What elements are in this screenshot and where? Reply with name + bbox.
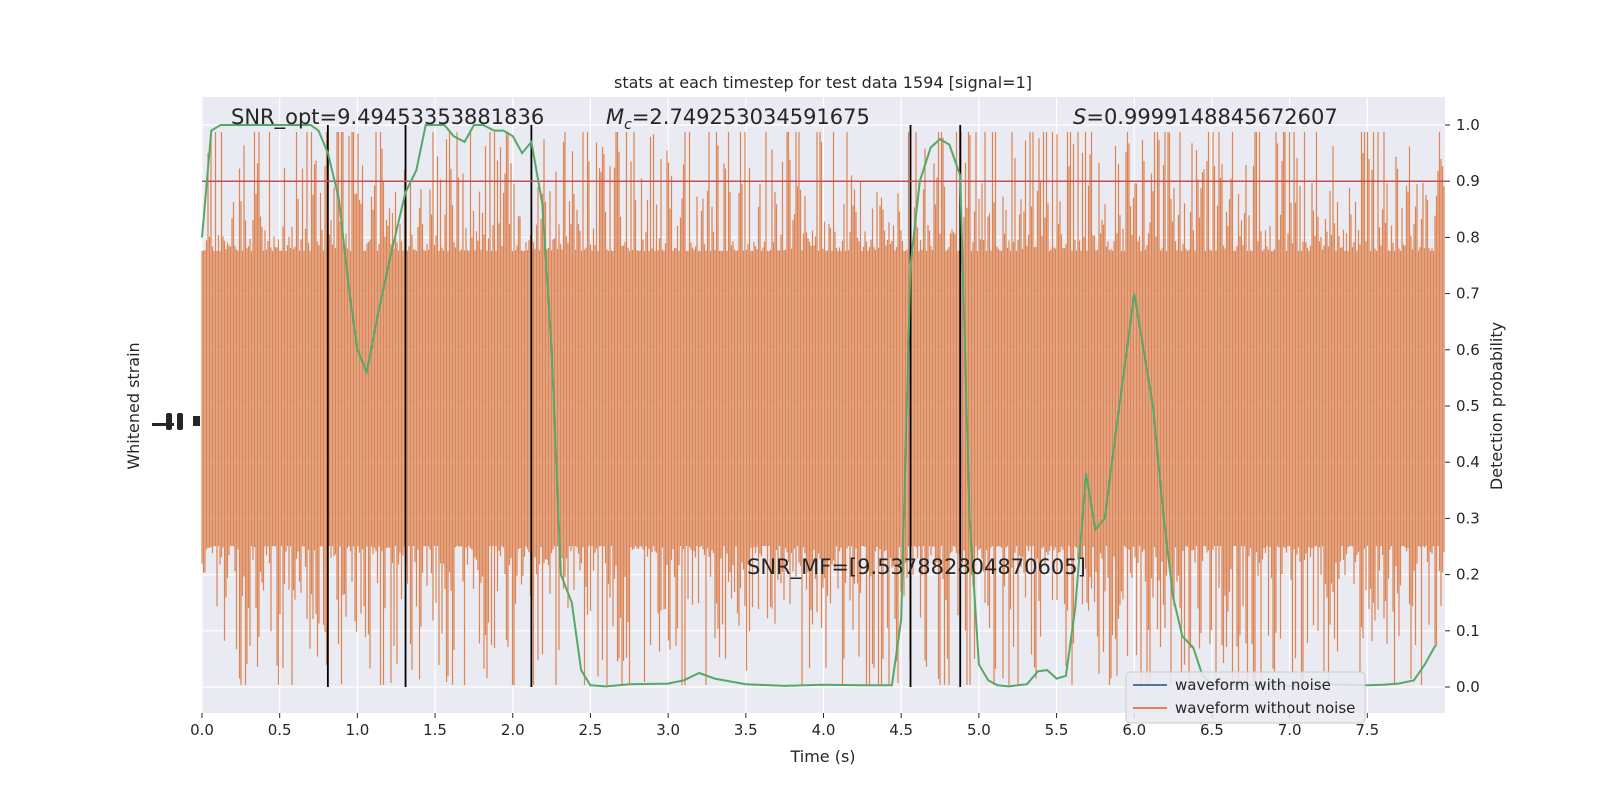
x-axis-label: Time (s) [789,747,855,766]
right-tick-label: 0.9 [1456,172,1480,190]
score-annotation: S=0.9999148845672607 [1073,105,1338,129]
x-tick-label: 4.5 [889,721,913,739]
x-tick-label: 1.5 [423,721,447,739]
x-tick-label: 5.5 [1045,721,1069,739]
x-tick-label: 3.0 [656,721,680,739]
waveform-without-noise-line [201,132,1445,685]
right-tick-label: 0.4 [1456,453,1480,471]
score-value: =0.9999148845672607 [1086,105,1337,129]
x-tick-label: 2.0 [501,721,525,739]
chirp-mass-annotation: Mc=2.749253034591675 [606,105,870,133]
x-tick-label: 5.0 [967,721,991,739]
x-tick-label: 0.0 [190,721,214,739]
right-tick-label: 0.0 [1456,678,1480,696]
x-tick-label: 6.5 [1200,721,1224,739]
detection-probability-line [201,124,1437,688]
legend-label-with-noise: waveform with noise [1175,676,1331,694]
waveform-without-noise-series [201,132,1445,685]
x-tick-label: 1.0 [345,721,369,739]
chart-title: stats at each timestep for test data 159… [614,73,1032,92]
snr-mf-annotation: SNR_MF=[9.537882804870605] [747,555,1086,580]
x-axis-ticks: 0.0 0.5 1.0 1.5 2.0 2.5 3.0 3.5 4.0 4.5 5.0 5.5 6.0 6… [190,713,1379,739]
x-tick-label: 0.5 [268,721,292,739]
score-symbol: S [1073,105,1086,129]
right-axis-ticks: 0.0 0.1 0.2 0.3 0.4 0.5 0.6 0.7 0.8 0.9 1.0 [1445,116,1480,696]
snr-opt-annotation: SNR_opt=9.49453353881836 [231,105,544,130]
x-tick-label: 2.5 [579,721,603,739]
chirp-mass-value: =2.749253034591675 [632,105,870,129]
right-tick-label: 0.6 [1456,341,1480,359]
legend: waveform with noise waveform without noi… [1125,671,1366,724]
right-tick-label: 0.2 [1456,566,1480,584]
chirp-mass-symbol: M [606,105,624,129]
right-tick-label: 0.8 [1456,228,1480,246]
right-tick-label: 0.1 [1456,622,1480,640]
left-y-axis-label: Whitened strain [124,342,143,469]
vertical-marker-layer [326,125,962,687]
chirp-mass-subscript: c [624,117,632,133]
right-tick-label: 1.0 [1456,116,1480,134]
x-tick-label: 7.0 [1278,721,1302,739]
legend-box [1125,671,1366,724]
right-tick-label: 0.3 [1456,509,1480,527]
detection-probability-series [201,124,1437,688]
x-tick-label: 6.0 [1122,721,1146,739]
x-tick-label: 4.0 [812,721,836,739]
x-tick-label: 3.5 [734,721,758,739]
right-tick-label: 0.5 [1456,397,1480,415]
legend-label-without-noise: waveform without noise [1175,699,1355,717]
x-tick-label: 7.5 [1355,721,1379,739]
left-axis-overlapping-ticks [152,413,200,430]
right-tick-label: 0.7 [1456,285,1480,303]
right-y-axis-label: Detection probability [1487,322,1506,490]
